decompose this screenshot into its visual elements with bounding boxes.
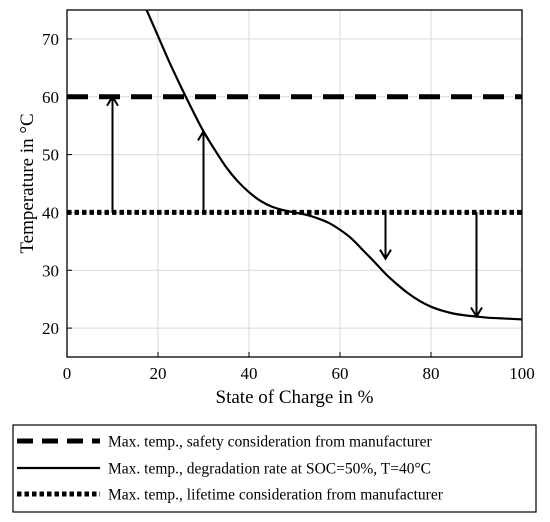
x-axis-title: State of Charge in % <box>216 387 374 408</box>
arrow-layer <box>106 94 483 319</box>
arrow-head <box>379 249 392 261</box>
y-tick-label: 60 <box>42 88 59 107</box>
y-tick-label: 30 <box>42 261 59 280</box>
legend-label-degradation: Max. temp., degradation rate at SOC=50%,… <box>108 461 431 478</box>
x-tick-label: 60 <box>332 364 349 383</box>
y-tick-label: 50 <box>42 146 59 165</box>
arrow-head <box>197 129 210 141</box>
x-tick-label: 40 <box>241 364 258 383</box>
grid-lines <box>66 10 523 357</box>
legend-label-lifetime: Max. temp., lifetime consideration from … <box>108 487 444 504</box>
x-tick-label: 100 <box>509 364 535 383</box>
x-tick-label: 80 <box>423 364 440 383</box>
legend: Max. temp., safety consideration from ma… <box>12 424 537 513</box>
y-tick-label: 40 <box>42 203 59 222</box>
series-line-solid <box>145 10 522 321</box>
tick-layer: 0 20 40 60 80 100 20 30 40 50 60 70 <box>42 30 535 383</box>
legend-box <box>12 424 537 513</box>
arrow-head <box>470 306 483 319</box>
y-tick-label: 70 <box>42 30 59 49</box>
x-tick-label: 20 <box>150 364 167 383</box>
x-tick-label: 0 <box>63 364 72 383</box>
y-tick-label: 20 <box>42 319 59 338</box>
plot-frame <box>66 9 523 358</box>
legend-label-safety: Max. temp., safety consideration from ma… <box>108 434 432 451</box>
arrow-head <box>106 94 119 107</box>
series-layer <box>67 10 522 321</box>
y-axis-title: Temperature in °C <box>17 113 38 253</box>
